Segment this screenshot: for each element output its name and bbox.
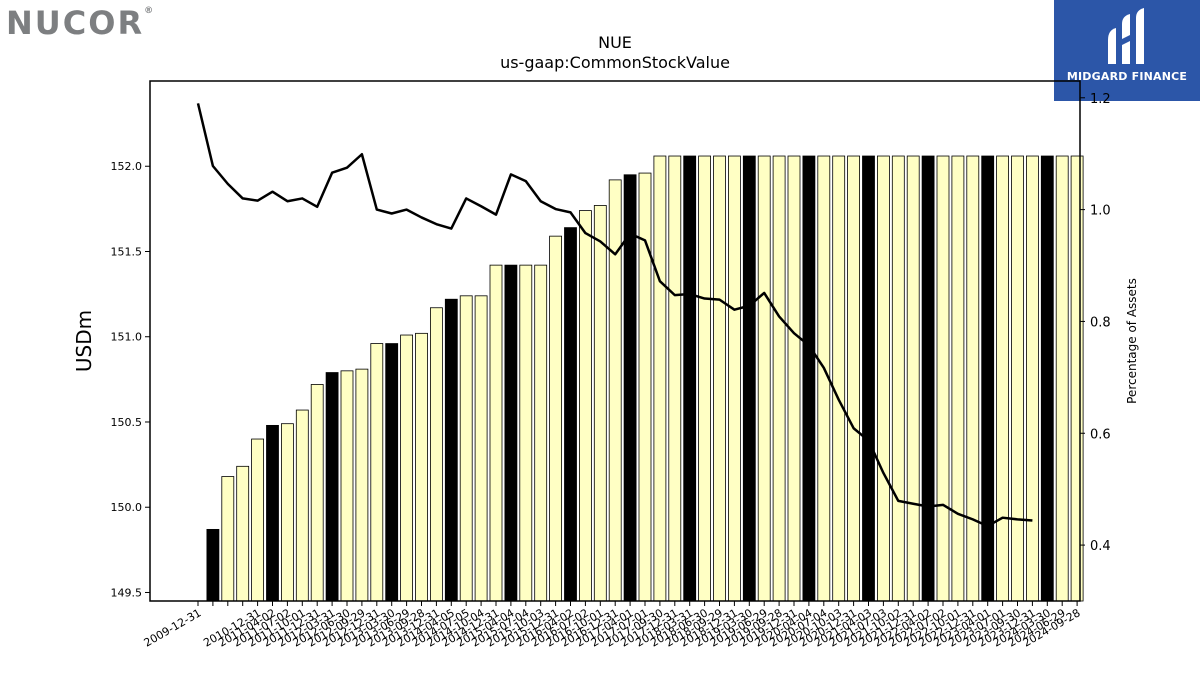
bar-2020-12-31	[847, 155, 860, 602]
bar-2018-09-29	[713, 155, 726, 602]
nucor-logo: NUCOR®	[6, 4, 155, 42]
y-tick-label: 151.5	[111, 245, 143, 258]
bar-2016-04-02	[564, 227, 577, 602]
y-tick-label: 150.5	[111, 416, 143, 429]
bar-2021-10-02	[891, 155, 905, 602]
y2-tick-label: 0.6	[1090, 427, 1111, 442]
bar-2024-09-28	[1070, 155, 1084, 602]
bar-2013-09-28	[415, 332, 428, 602]
y-tick-label: 149.5	[111, 586, 143, 599]
bar-2010-04-03	[206, 528, 220, 602]
bar-2014-10-04	[474, 295, 488, 602]
y2-tick-label: 1.0	[1090, 204, 1111, 219]
bar-2016-07-02	[579, 210, 592, 602]
bar-2015-12-31	[549, 235, 562, 602]
bar-2013-03-30	[385, 343, 399, 602]
y-axis-right: 0.4 0.6 0.8 1.0 1.2	[1080, 92, 1111, 554]
bar-2024-06-29	[1055, 155, 1069, 602]
bar-2019-12-31	[787, 155, 801, 602]
bar-2022-12-31	[966, 155, 980, 602]
bar-2015-10-03	[534, 264, 548, 602]
bar-2021-12-31	[906, 155, 920, 602]
y-axis-left: 149.5 150.0 150.5 151.0 151.5 152.0	[111, 160, 150, 599]
bar-2015-04-04	[504, 264, 518, 602]
bar-2017-09-30	[653, 155, 667, 602]
midgard-finance-name: MIDGARD FINANCE	[1066, 70, 1188, 83]
bar-2021-07-03	[877, 155, 890, 602]
line-series	[196, 103, 1033, 528]
bar-2023-12-31	[1026, 155, 1039, 602]
y-tick-label: 152.0	[111, 160, 143, 173]
bar-2012-09-29	[355, 368, 369, 602]
percentage-of-assets-line	[196, 103, 1033, 528]
bar-2010-12-31	[251, 438, 265, 602]
bar-2014-07-05	[459, 295, 473, 602]
bar-2019-09-28	[772, 155, 786, 602]
bar-2018-06-30	[698, 155, 711, 602]
bar-2010-10-02	[236, 465, 250, 602]
y2-axis-label: Percentage of Assets	[1125, 278, 1139, 404]
bar-2010-07-03	[221, 476, 235, 602]
bar-2011-10-01	[295, 409, 309, 602]
bar-2013-12-31	[429, 307, 443, 602]
midgard-finance-badge: MIDGARD FINANCE	[1054, 0, 1200, 101]
x-axis: 2009-12-312010-12-312011-04-022011-07-02…	[142, 601, 1083, 650]
bar-2014-04-05	[444, 298, 458, 602]
bar-2017-12-31	[668, 155, 682, 602]
bar-2023-04-01	[981, 155, 995, 602]
bar-2012-03-31	[325, 372, 339, 602]
bar-2020-10-03	[832, 155, 846, 602]
y-axis-label: USDm	[72, 310, 96, 372]
y-tick-label: 150.0	[111, 501, 143, 514]
bar-series	[206, 155, 1084, 602]
x-tick-label: 2009-12-31	[142, 606, 204, 649]
bar-2011-07-02	[280, 423, 294, 602]
bar-2012-12-31	[370, 343, 384, 602]
y2-tick-label: 1.2	[1090, 92, 1111, 107]
y2-tick-label: 0.4	[1090, 539, 1111, 554]
bar-2024-03-30	[1040, 155, 1054, 602]
bar-2016-12-31	[608, 179, 622, 602]
bar-2013-06-29	[400, 334, 414, 602]
y2-tick-label: 0.8	[1090, 315, 1111, 330]
bar-2023-07-01	[996, 155, 1009, 602]
registered-mark: ®	[144, 6, 156, 16]
bar-2022-04-02	[921, 155, 935, 602]
y-tick-label: 151.0	[111, 331, 143, 344]
bar-2019-03-30	[742, 155, 756, 602]
bar-2021-04-03	[862, 155, 875, 602]
bar-2018-03-31	[683, 155, 697, 602]
bar-2015-07-04	[519, 264, 533, 602]
bar-2016-10-01	[593, 205, 607, 602]
bar-2019-06-29	[757, 155, 771, 602]
bar-2011-04-02	[266, 424, 279, 602]
bar-2014-12-31	[489, 264, 503, 602]
bar-2020-04-04	[802, 155, 816, 602]
chart-subtitle: us-gaap:CommonStockValue	[500, 53, 730, 72]
bar-2022-10-01	[951, 155, 965, 602]
bar-2022-07-02	[936, 155, 950, 602]
bar-2023-09-30	[1011, 155, 1024, 602]
midgard-logo-icon	[1108, 8, 1144, 64]
nucor-logo-text: NUCOR	[6, 4, 145, 42]
bar-2012-06-30	[340, 370, 354, 602]
bar-2018-12-31	[728, 155, 741, 602]
bar-2011-12-31	[310, 384, 324, 602]
chart-title: NUE	[598, 33, 632, 52]
